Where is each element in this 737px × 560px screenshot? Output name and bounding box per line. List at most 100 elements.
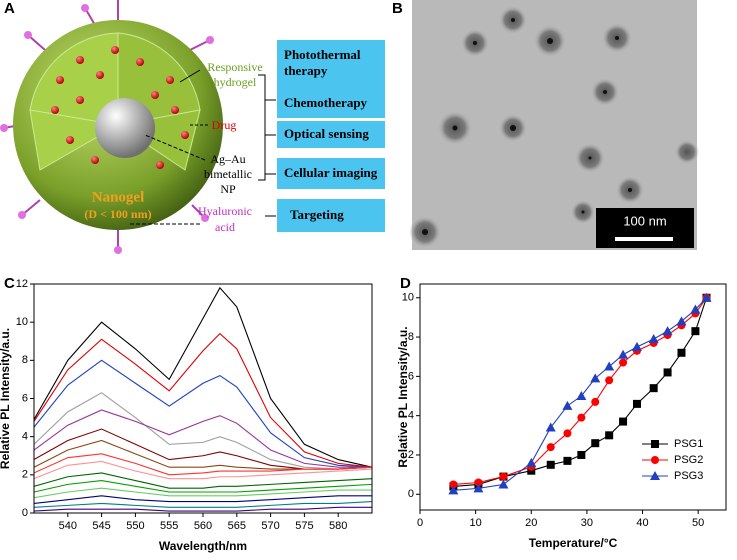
panel-label: D (400, 275, 411, 292)
y-tick-label: 10 (16, 316, 28, 328)
application: Cellular imaging (284, 165, 378, 180)
pointers (130, 69, 276, 225)
marker (619, 358, 628, 367)
application: Targeting (290, 207, 344, 222)
x-tick-label: 20 (525, 517, 537, 529)
scale-bar-box (596, 208, 694, 248)
legend-label: PSG2 (674, 454, 703, 466)
series-line (34, 359, 372, 468)
marker (473, 483, 484, 493)
marker (649, 384, 658, 393)
box-arrows (265, 134, 276, 217)
ag-au-core (95, 98, 155, 158)
application-boxes (277, 40, 385, 232)
marker (577, 413, 586, 422)
y-tick-label: 2 (22, 469, 28, 481)
plot-frame (419, 283, 727, 511)
marker (563, 429, 572, 438)
y-axis-label: Relative PL Intensity/a.u. (0, 328, 12, 469)
y-tick-label: 4 (408, 410, 414, 422)
marker (449, 480, 458, 489)
x-tick-label: 10 (470, 517, 482, 529)
marker (619, 417, 628, 426)
marker (591, 397, 600, 406)
marker (591, 439, 600, 448)
series-line (34, 460, 372, 480)
tem-cores (422, 18, 632, 235)
series-line (34, 392, 372, 470)
marker (631, 341, 642, 351)
marker (677, 348, 686, 357)
x-tick-label: 40 (636, 517, 648, 529)
panel-label: C (4, 275, 15, 292)
series-line (34, 472, 372, 489)
marker (605, 431, 614, 440)
series-line (34, 332, 372, 468)
y-tick-label: 8 (22, 354, 28, 366)
application: Photothermal (284, 47, 361, 62)
x-tick-label: 555 (160, 520, 178, 532)
marker (663, 368, 672, 377)
marker (618, 349, 629, 359)
x-tick-label: 550 (126, 520, 144, 532)
marker (690, 304, 701, 314)
nanogel-diagram (3, 0, 211, 252)
series-line (453, 297, 707, 486)
marker (676, 316, 687, 326)
series-line (34, 495, 372, 505)
legend-marker (650, 471, 660, 480)
np-label: bimetallic (204, 167, 252, 181)
drug-particles (51, 46, 189, 169)
x-tick-label: 570 (261, 520, 279, 532)
marker (474, 478, 483, 487)
application: Chemotherapy (284, 95, 368, 110)
x-tick-label: 575 (295, 520, 313, 532)
marker (691, 327, 700, 336)
marker (499, 472, 508, 481)
marker (546, 460, 555, 469)
x-tick-label: 0 (417, 517, 423, 529)
x-tick-label: 580 (329, 520, 347, 532)
x-tick-label: 565 (228, 520, 246, 532)
plot-frame (33, 283, 373, 514)
x-tick-label: 540 (59, 520, 77, 532)
marker (701, 292, 712, 302)
marker (526, 457, 537, 467)
y-tick-label: 6 (408, 370, 414, 382)
y-tick-label: 0 (408, 488, 414, 500)
x-tick-label: 560 (194, 520, 212, 532)
cutaway (29, 32, 120, 171)
legend-label: PSG1 (674, 438, 703, 450)
hyaluronic-label: Hyaluronic (198, 204, 252, 218)
panel-label: B (392, 0, 403, 17)
hydrogel-label: Responsive (207, 60, 262, 74)
y-tick-label: 10 (402, 292, 414, 304)
marker (577, 450, 586, 459)
np-label: Ag–Au (210, 152, 245, 166)
series-line (453, 297, 707, 491)
series-line (34, 487, 372, 499)
marker (563, 456, 572, 465)
marker (448, 485, 459, 495)
series-line (34, 286, 372, 468)
series-line (34, 409, 372, 468)
marker (605, 376, 614, 385)
application: Optical sensing (284, 126, 369, 141)
series-line (34, 501, 372, 508)
panel-label: A (4, 0, 15, 17)
hyaluronic-label: acid (215, 220, 235, 234)
application: therapy (284, 63, 328, 78)
marker (648, 334, 659, 344)
marker (662, 326, 673, 336)
hydrogel-label: hydrogel (214, 75, 257, 89)
x-tick-label: 30 (581, 517, 593, 529)
y-tick-label: 0 (22, 507, 28, 519)
np-label: NP (220, 182, 236, 196)
y-tick-label: 4 (22, 431, 28, 443)
marker (604, 361, 615, 371)
nanogel-size: (D < 100 nm) (84, 207, 151, 221)
scale-bar (615, 237, 673, 241)
y-tick-label: 2 (408, 449, 414, 461)
drug-label: Drug (212, 118, 237, 132)
marker (498, 479, 509, 489)
